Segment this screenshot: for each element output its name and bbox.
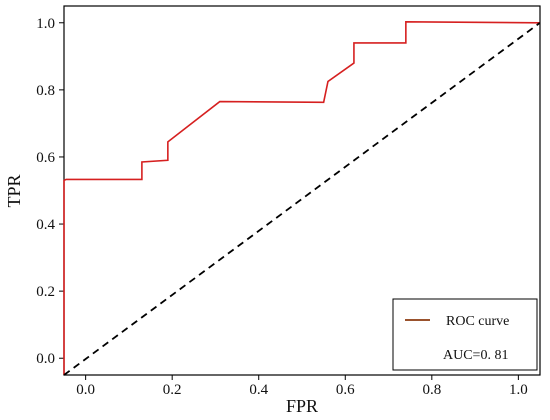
y-tick-label: 0.2	[36, 284, 55, 300]
x-tick-label: 0.6	[336, 382, 355, 398]
x-tick-label: 0.2	[163, 382, 182, 398]
legend: ROC curve AUC=0. 81	[392, 298, 538, 371]
auc-annotation: AUC=0. 81	[443, 348, 508, 363]
y-tick-label: 0.4	[36, 217, 55, 233]
x-tick-label: 0.0	[76, 382, 95, 398]
x-tick-label: 1.0	[509, 382, 528, 398]
y-tick-label: 0.8	[36, 83, 55, 99]
x-tick-label: 0.8	[422, 382, 441, 398]
x-tick-label: 0.4	[249, 382, 268, 398]
y-tick-label: 0.6	[36, 150, 55, 166]
y-axis-label: TPR	[4, 174, 24, 207]
roc-curve-line	[63, 20, 541, 375]
y-tick-label: 0.0	[36, 351, 55, 367]
y-tick-label: 1.0	[36, 16, 55, 32]
diagonal-reference-line	[63, 22, 541, 376]
ticks-layer: 0.0 0.2 0.4 0.6 0.8 1.0 0.0 0.2 0.4 0.6 0.8 1.0	[36, 16, 527, 398]
legend-label: ROC curve	[446, 314, 509, 329]
x-axis-label: FPR	[286, 396, 318, 416]
series-layer	[63, 20, 541, 376]
legend-box	[392, 298, 538, 371]
